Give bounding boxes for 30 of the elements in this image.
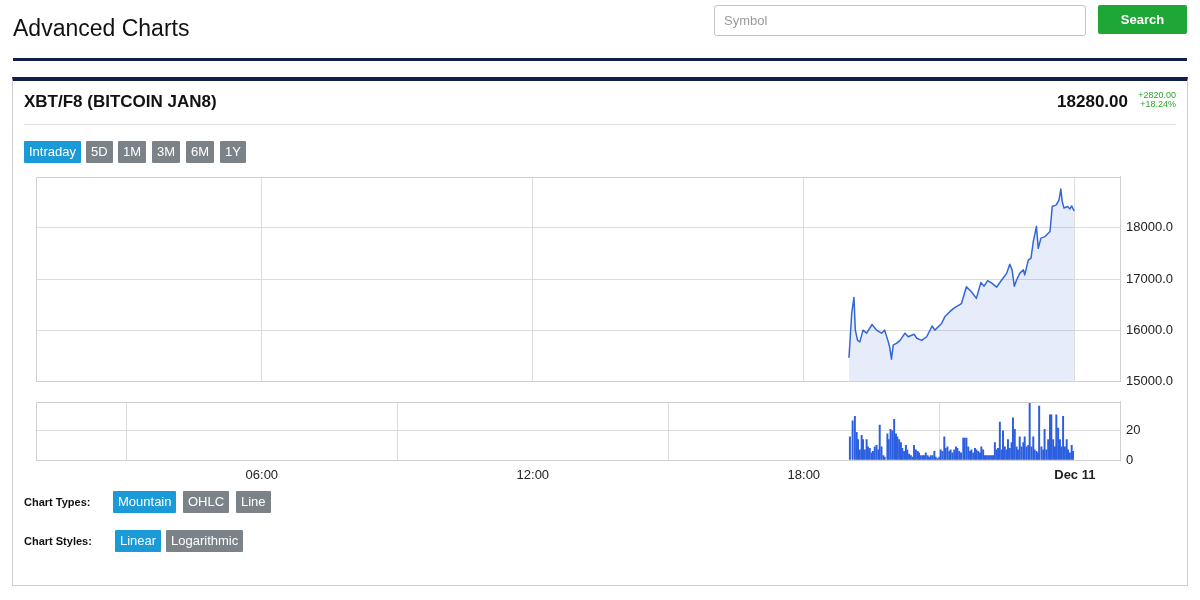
y-tick-label: 16000.0 bbox=[1126, 321, 1173, 337]
x-tick-label: 12:00 bbox=[516, 467, 550, 483]
x-tick-label: 18:00 bbox=[787, 467, 821, 483]
text: 18280.00 bbox=[1057, 92, 1128, 112]
range-button: 5D bbox=[86, 141, 113, 163]
range-button: Intraday bbox=[24, 141, 81, 163]
x-tick-label: Dec 11 bbox=[1054, 467, 1096, 483]
text: Advanced Charts bbox=[13, 15, 190, 42]
chart-title: XBT/F8 (BITCOIN JAN8) bbox=[24, 92, 217, 112]
y-tick-label: 20 bbox=[1126, 422, 1141, 438]
range-button: 3M bbox=[152, 141, 181, 163]
text: Chart Styles: bbox=[24, 535, 92, 547]
range-button: 6M bbox=[186, 141, 215, 163]
search-button: Search bbox=[1098, 5, 1187, 34]
text-field: Symbol bbox=[714, 5, 1086, 36]
text: Chart Types: bbox=[24, 496, 91, 508]
toggle-button: Linear bbox=[115, 530, 162, 552]
x-tick-label: 06:00 bbox=[245, 467, 279, 483]
range-button: 1M bbox=[118, 141, 147, 163]
y-tick-label: 17000.0 bbox=[1126, 270, 1173, 286]
y-tick-label: 15000.0 bbox=[1126, 372, 1173, 388]
y-tick-label: 18000.0 bbox=[1126, 219, 1173, 235]
range-button: 1Y bbox=[220, 141, 246, 163]
text: +2820.00 bbox=[1138, 90, 1176, 100]
toggle-button: Logarithmic bbox=[166, 530, 244, 552]
toggle-button: OHLC bbox=[183, 491, 230, 513]
y-tick-label: 0 bbox=[1126, 451, 1134, 467]
toggle-button: Line bbox=[236, 491, 271, 513]
text: +18.24% bbox=[1140, 98, 1176, 109]
toggle-button: Mountain bbox=[113, 491, 177, 513]
